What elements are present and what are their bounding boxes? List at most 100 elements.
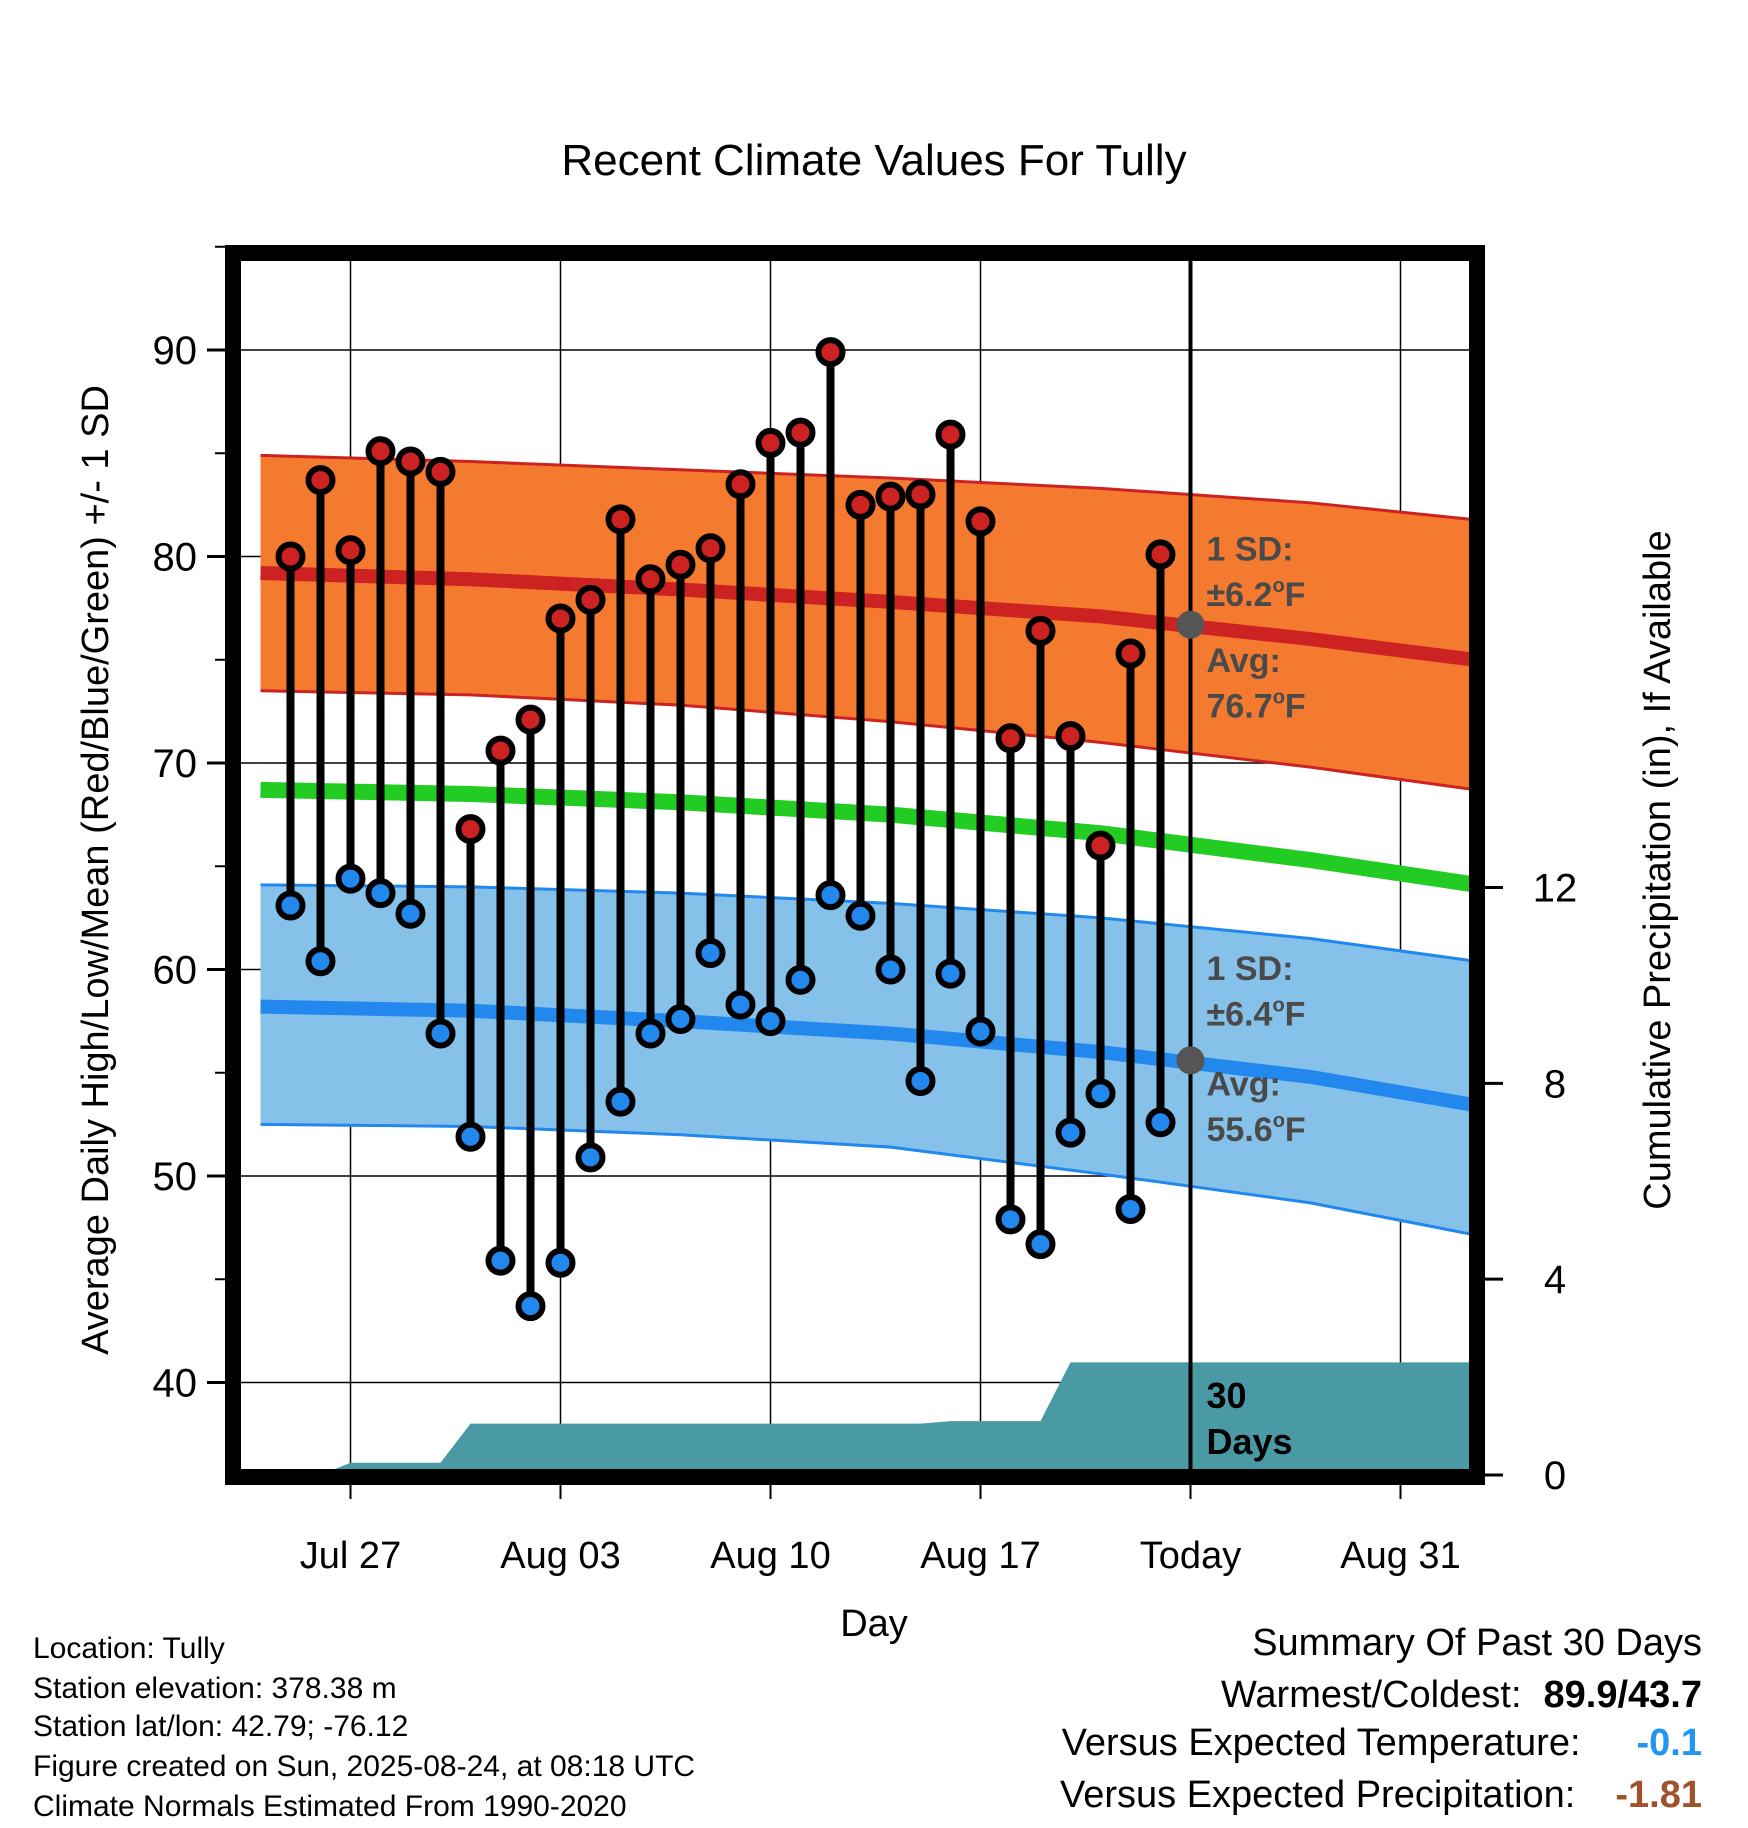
y-tick-label: 70 xyxy=(153,742,198,786)
y2-tick-label: 4 xyxy=(1544,1258,1566,1302)
daily-high-point xyxy=(1145,539,1176,570)
warm-cold-value: 89.9/43.7 xyxy=(1543,1674,1702,1716)
y-axis-label: Average Daily High/Low/Mean (Red/Blue/Gr… xyxy=(75,385,117,1355)
daily-high-point xyxy=(305,465,336,496)
daily-high-point xyxy=(1085,830,1116,861)
y2-tick-label: 0 xyxy=(1544,1454,1566,1498)
daily-low-point xyxy=(485,1245,516,1276)
daily-high-point xyxy=(695,533,726,564)
daily-low-point xyxy=(695,937,726,968)
daily-high-point xyxy=(845,489,876,520)
daily-high-point xyxy=(605,504,636,535)
low-avg-label: Avg: xyxy=(1207,1065,1281,1103)
daily-high-point xyxy=(275,541,306,572)
created-text: Figure created on Sun, 2025-08-24, at 08… xyxy=(33,1750,696,1783)
degree-mark: o xyxy=(1273,687,1285,709)
daily-low-point xyxy=(1115,1194,1146,1225)
y-tick-label: 80 xyxy=(153,536,198,580)
unit-mark: F xyxy=(1285,688,1306,726)
days-label-line1: 30 xyxy=(1207,1375,1247,1416)
y-tick-label: 90 xyxy=(153,329,198,373)
latlon-text: Station lat/lon: 42.79; -76.12 xyxy=(33,1710,409,1743)
daily-high-point xyxy=(485,735,516,766)
high-avg-label: Avg: xyxy=(1207,642,1281,680)
high-sd-value: ±6.2oF xyxy=(1207,575,1306,614)
plot-area: 1 SD: ±6.2oF Avg: 76.7oF 1 SD: ±6.4oF Avg: 55.6… xyxy=(235,255,1475,1475)
daily-low-point xyxy=(875,954,906,985)
daily-low-point xyxy=(515,1291,546,1322)
daily-high-point xyxy=(755,427,786,458)
daily-low-point xyxy=(275,890,306,921)
daily-low-point xyxy=(425,1018,456,1049)
summary-temp: Versus Expected Temperature: -0.1 xyxy=(1062,1722,1702,1765)
daily-low-point xyxy=(725,989,756,1020)
chart-title: Recent Climate Values For Tully xyxy=(561,136,1186,185)
daily-high-point xyxy=(365,436,396,467)
degree-mark: o xyxy=(1272,575,1284,597)
daily-high-point xyxy=(545,603,576,634)
daily-high-point xyxy=(515,704,546,735)
daily-low-point xyxy=(785,964,816,995)
daily-low-point xyxy=(935,958,966,989)
daily-low-point xyxy=(845,900,876,931)
daily-high-point xyxy=(425,456,456,487)
daily-low-point xyxy=(905,1066,936,1097)
daily-high-point xyxy=(1115,638,1146,669)
cumulative-precip-area xyxy=(290,1362,1475,1475)
high-avg-marker xyxy=(1176,610,1205,639)
daily-high-point xyxy=(395,446,426,477)
daily-low-point xyxy=(575,1142,606,1173)
degree-mark: o xyxy=(1273,1110,1285,1132)
daily-high-point xyxy=(725,469,756,500)
daily-low-point xyxy=(1145,1107,1176,1138)
plot-content: 1 SD: ±6.2oF Avg: 76.7oF 1 SD: ±6.4oF Avg: 55.6… xyxy=(235,255,1475,1475)
daily-low-point xyxy=(365,878,396,909)
y-tick-label: 50 xyxy=(153,1155,198,1199)
daily-low-point xyxy=(1025,1229,1056,1260)
daily-low-point xyxy=(335,863,366,894)
daily-high-point xyxy=(575,584,606,615)
degree-mark: o xyxy=(1272,994,1284,1016)
daily-high-point xyxy=(785,417,816,448)
high-sd-band xyxy=(260,455,1475,790)
precip-value: -1.81 xyxy=(1615,1774,1702,1816)
unit-mark: F xyxy=(1285,995,1306,1033)
daily-low-point xyxy=(815,880,846,911)
unit-mark: F xyxy=(1285,1111,1306,1149)
y-tick-label: 60 xyxy=(153,949,198,993)
x-tick-label: Jul 27 xyxy=(300,1535,401,1577)
daily-high-point xyxy=(455,814,486,845)
daily-low-point xyxy=(995,1204,1026,1235)
daily-low-point xyxy=(665,1004,696,1035)
daily-low-point xyxy=(305,946,336,977)
high-avg-value: 76.7oF xyxy=(1207,687,1306,726)
daily-high-point xyxy=(905,479,936,510)
daily-high-point xyxy=(875,481,906,512)
daily-high-point xyxy=(635,564,666,595)
y2-tick-label: 8 xyxy=(1544,1062,1566,1106)
elevation-text: Station elevation: 378.38 m xyxy=(33,1672,397,1705)
y2-axis-label: Cumulative Precipitation (in), If Availa… xyxy=(1637,530,1679,1209)
daily-high-point xyxy=(995,723,1026,754)
low-avg-value: 55.6oF xyxy=(1207,1110,1306,1149)
daily-low-point xyxy=(455,1121,486,1152)
daily-low-point xyxy=(1055,1117,1086,1148)
x-tick-label: Aug 10 xyxy=(710,1535,830,1577)
daily-high-point xyxy=(935,419,966,450)
summary-title: Summary Of Past 30 Days xyxy=(1252,1622,1702,1664)
x-tick-label: Aug 03 xyxy=(500,1535,620,1577)
location-text: Location: Tully xyxy=(33,1632,225,1665)
x-tick-label: Aug 31 xyxy=(1340,1535,1460,1577)
precip-label: Versus Expected Precipitation: xyxy=(1059,1774,1576,1816)
daily-high-point xyxy=(1025,615,1056,646)
low-sd-label: 1 SD: xyxy=(1207,950,1294,988)
daily-high-point xyxy=(815,337,846,368)
unit-mark: F xyxy=(1285,576,1306,614)
daily-low-point xyxy=(1085,1078,1116,1109)
temp-label: Versus Expected Temperature: xyxy=(1061,1722,1581,1764)
temp-value: -0.1 xyxy=(1636,1722,1702,1764)
low-sd-value: ±6.4oF xyxy=(1207,994,1306,1033)
x-axis-label: Day xyxy=(840,1603,908,1645)
days-label-line2: Days xyxy=(1207,1421,1293,1462)
